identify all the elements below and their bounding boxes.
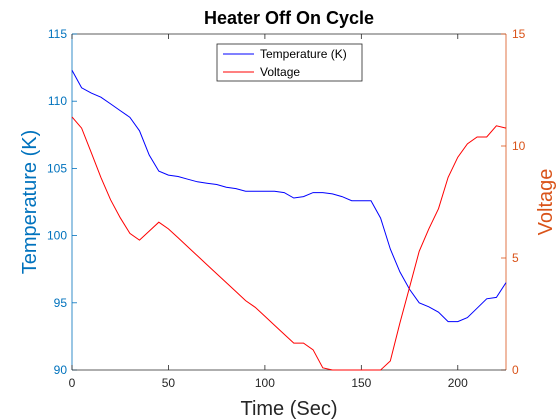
chart-title: Heater Off On Cycle [204, 8, 374, 28]
plot-area [72, 33, 506, 370]
left-tick-label: 110 [48, 94, 67, 108]
x-tick-label: 50 [162, 376, 176, 390]
series-layer [71, 70, 507, 371]
voltage-line [71, 116, 507, 371]
y-axis-label-left: Temperature (K) [19, 130, 41, 275]
right-tick-label: 0 [512, 363, 519, 377]
right-tick-label: 15 [512, 27, 526, 41]
bottom-axis: 0 50 100 150 200 [69, 34, 506, 390]
left-tick-label: 105 [47, 161, 67, 175]
left-tick-label: 90 [54, 363, 68, 377]
left-axis: 90 95 100 105 110 115 [47, 27, 77, 377]
right-tick-label: 5 [512, 251, 519, 265]
right-tick-label: 10 [512, 139, 526, 153]
y-axis-label-right: Voltage [535, 169, 557, 236]
legend-label-voltage: Voltage [260, 65, 300, 79]
temperature-line [71, 70, 507, 323]
left-tick-label: 95 [54, 296, 68, 310]
legend: Temperature (K) Voltage [216, 43, 363, 82]
left-tick-label: 100 [47, 229, 67, 243]
x-tick-label: 150 [351, 376, 371, 390]
x-tick-label: 0 [69, 376, 76, 390]
x-tick-label: 100 [255, 376, 275, 390]
x-axis-label: Time (Sec) [240, 398, 337, 420]
plot-background [72, 34, 506, 370]
legend-label-temperature: Temperature (K) [260, 47, 347, 61]
x-tick-label: 200 [448, 376, 468, 390]
left-tick-label: 115 [48, 27, 67, 41]
legend-box [216, 43, 363, 82]
